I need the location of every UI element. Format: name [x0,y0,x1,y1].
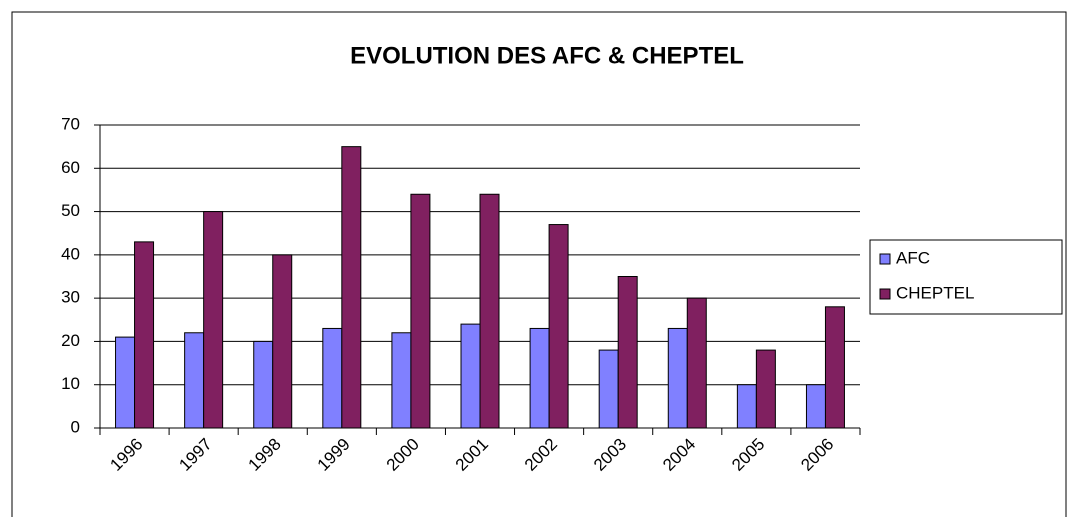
bar [686,297,707,429]
bar [272,254,293,429]
bar [598,349,619,429]
bar [617,276,638,429]
legend-label: CHEPTEL [896,283,974,302]
bar [115,336,136,429]
bar [184,332,205,429]
bar [824,306,845,429]
y-tick-label: 0 [71,417,80,436]
bar [667,327,688,429]
bar [805,384,826,429]
y-tick-label: 50 [61,201,80,220]
legend-swatch [879,253,891,265]
legend-box [869,239,1063,315]
legend-label: AFC [896,248,930,267]
bar [548,224,569,429]
y-tick-label: 10 [61,374,80,393]
chart-title: EVOLUTION DES AFC & CHEPTEL [350,42,744,69]
legend-swatch [879,288,891,300]
bar [341,146,362,429]
bar [391,332,412,429]
bar [134,241,155,429]
y-tick-label: 40 [61,244,80,263]
y-tick-label: 60 [61,158,80,177]
bar [479,193,500,429]
bar [203,211,224,429]
bar [736,384,757,429]
bar [253,340,274,429]
y-tick-label: 70 [61,114,80,133]
bar [460,323,481,429]
y-tick-label: 30 [61,288,80,307]
bar [529,327,550,429]
bar [322,327,343,429]
bar [410,193,431,429]
bar [755,349,776,429]
y-tick-label: 20 [61,331,80,350]
